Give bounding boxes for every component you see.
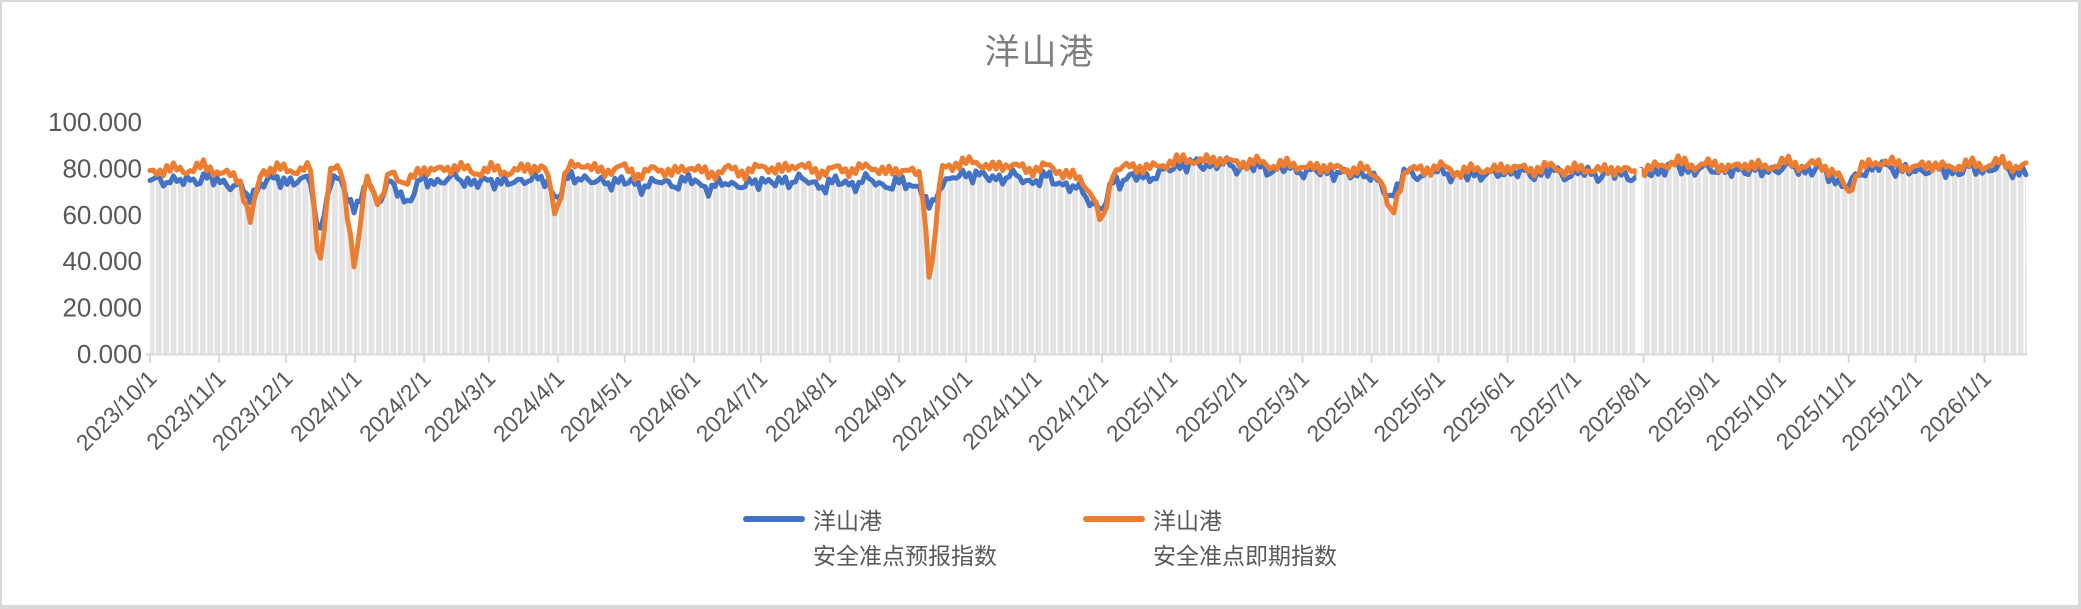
x-axis-tick-label: 2024/8/1 [760,365,842,447]
y-axis-tick-label: 0.000 [77,339,142,369]
legend-label-spot-line1: 洋山港 [1153,508,1222,534]
legend: 洋山港安全准点预报指数 洋山港安全准点即期指数 [2,504,2078,573]
series-line-forecast [147,155,2029,231]
y-axis-tick-label: 100.000 [48,107,142,137]
data-gap-band [1636,168,1642,353]
legend-label-spot: 洋山港安全准点即期指数 [1153,504,1337,573]
y-axis-tick-label: 60.000 [62,200,142,230]
legend-item-spot: 洋山港安全准点即期指数 [1083,504,1337,573]
x-axis-tick-label: 2024/7/1 [691,365,773,447]
x-axis-tick-label: 2026/1/1 [1914,365,1996,447]
x-axis-tick-label: 2024/6/1 [624,365,706,447]
background-striped-area [150,161,2027,354]
y-axis-tick-label: 20.000 [62,293,142,323]
chart-title: 洋山港 [984,33,1096,72]
y-axis-tick-label: 80.000 [62,153,142,183]
y-axis-tick-label: 40.000 [62,246,142,276]
legend-label-forecast: 洋山港安全准点预报指数 [813,504,997,573]
x-axis-tick-label: 2025/4/1 [1301,365,1383,447]
x-axis-tick-label: 2024/5/1 [555,365,637,447]
series-line-spot [147,152,2029,280]
x-axis-tick-label: 2025/6/1 [1437,365,1519,447]
x-axis-tick-label: 2025/7/1 [1504,365,1586,447]
legend-marker-spot [1083,516,1145,522]
legend-label-forecast-line1: 洋山港 [813,508,882,534]
x-axis-tick-label: 2024/3/1 [419,365,501,447]
legend-label-forecast-line2: 安全准点预报指数 [813,542,997,569]
x-axis-tick-label: 2025/8/1 [1573,365,1655,447]
x-axis-tick-label: 2024/1/1 [285,365,367,447]
legend-label-spot-line2: 安全准点即期指数 [1153,542,1337,569]
legend-marker-forecast [743,516,805,522]
x-axis-tick-label: 2025/1/1 [1101,365,1183,447]
x-axis-tick-label: 2025/5/1 [1368,365,1450,447]
legend-item-forecast: 洋山港安全准点预报指数 [743,504,997,573]
x-axis-tick-label: 2024/4/1 [488,365,570,447]
